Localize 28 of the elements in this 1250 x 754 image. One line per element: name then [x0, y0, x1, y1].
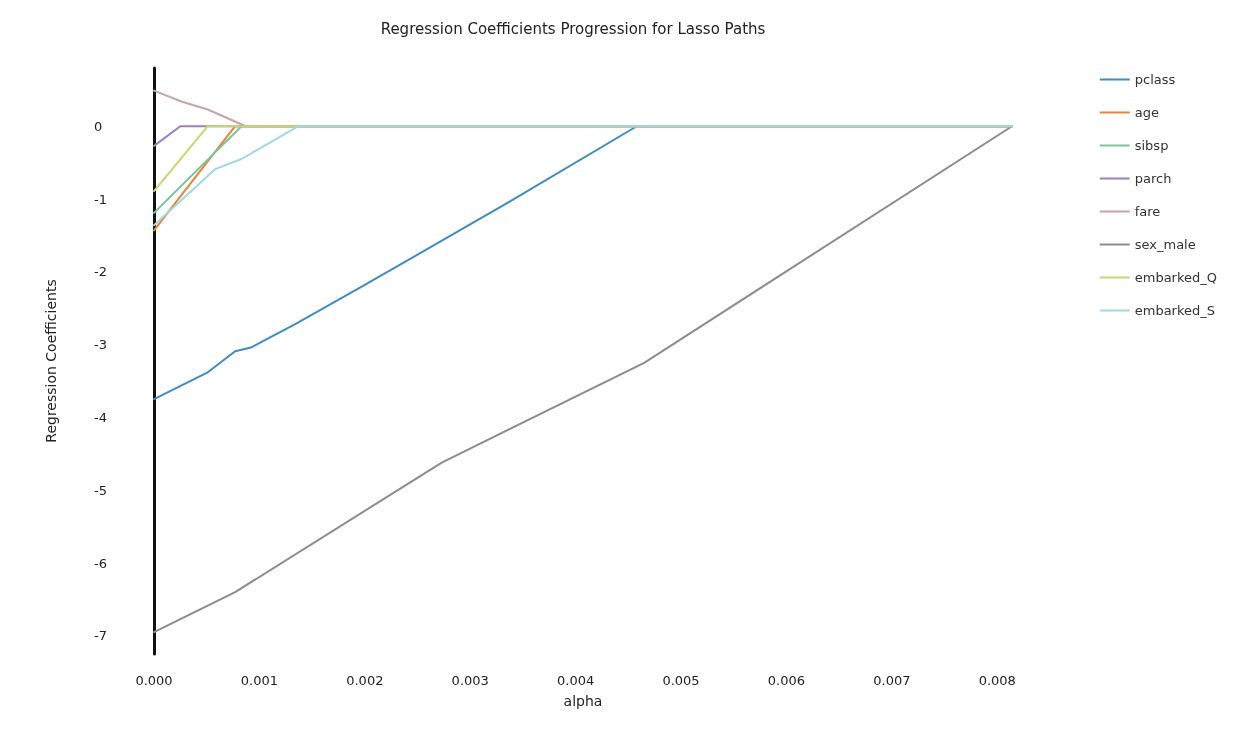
x-tick-label: 0.004: [557, 673, 595, 688]
legend-label: pclass: [1134, 72, 1176, 87]
x-axis-title: alpha: [563, 693, 603, 709]
x-tick-label: 0.002: [346, 673, 384, 688]
y-tick-label: -6: [94, 555, 107, 571]
legend-label: age: [1134, 105, 1159, 120]
y-tick-label: -3: [94, 337, 107, 353]
y-axis-title: Regression Coefficients: [43, 279, 59, 443]
legend-label: sex_male: [1134, 237, 1196, 252]
x-tick-label: 0.005: [662, 673, 700, 688]
legend-label: parch: [1134, 171, 1172, 186]
chart-title: Regression Coefficients Progression for Lasso Paths: [380, 19, 766, 38]
x-tick-label: 0.003: [451, 673, 489, 688]
x-tick-label: 0.008: [978, 673, 1016, 688]
legend-label: sibsp: [1134, 138, 1169, 153]
x-tick-label: 0.001: [240, 673, 279, 688]
y-tick-label: -7: [94, 628, 107, 644]
x-tick-label: 0.007: [873, 673, 911, 688]
y-tick-label: -5: [94, 482, 107, 498]
y-tick-label: -4: [94, 409, 107, 425]
y-tick-label: 0: [94, 118, 103, 134]
legend-label: fare: [1134, 204, 1161, 219]
x-tick-label: 0.006: [767, 673, 806, 688]
y-tick-label: -1: [94, 191, 107, 207]
legend-label: embarked_Q: [1134, 270, 1218, 285]
y-tick-label: -2: [94, 264, 107, 280]
legend-label: embarked_S: [1134, 303, 1216, 318]
x-tick-label: 0.000: [135, 673, 173, 688]
